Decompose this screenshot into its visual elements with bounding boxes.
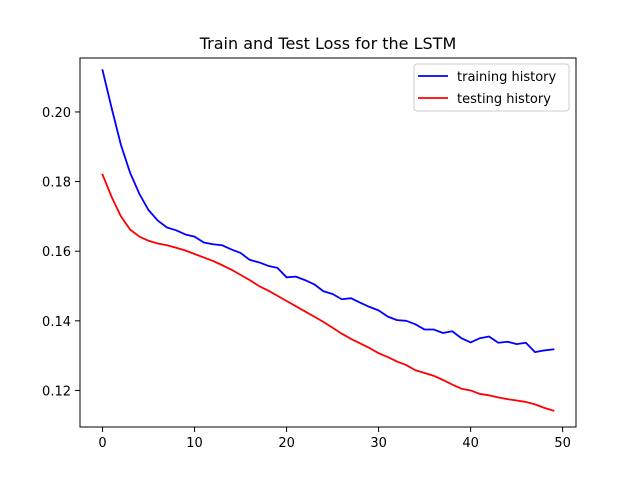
x-tick-label: 0 xyxy=(98,436,106,451)
chart-title: Train and Test Loss for the LSTM xyxy=(199,34,457,53)
ticks: 0 10 20 30 40 50 0.12 0.14 0.16 0.18 0.20 xyxy=(42,106,571,451)
y-tick-label: 0.18 xyxy=(42,176,71,191)
series-line-testing xyxy=(101,173,555,412)
axes xyxy=(79,57,577,428)
plot-lines xyxy=(101,69,555,412)
y-tick-label: 0.12 xyxy=(42,384,71,399)
x-tick-label: 50 xyxy=(554,436,571,451)
y-tick-label: 0.16 xyxy=(42,245,71,260)
legend: training history testing history xyxy=(413,63,570,112)
y-tick-label: 0.14 xyxy=(42,315,71,330)
plot-frame xyxy=(79,57,577,428)
legend-label-testing: testing history xyxy=(457,92,551,107)
y-tick-label: 0.20 xyxy=(42,106,71,121)
x-tick-label: 20 xyxy=(278,436,295,451)
x-tick-label: 10 xyxy=(186,436,203,451)
legend-label-training: training history xyxy=(457,70,557,85)
series-line-training xyxy=(101,69,555,354)
x-tick-label: 30 xyxy=(370,436,387,451)
x-tick-label: 40 xyxy=(462,436,479,451)
legend-box xyxy=(413,63,570,112)
